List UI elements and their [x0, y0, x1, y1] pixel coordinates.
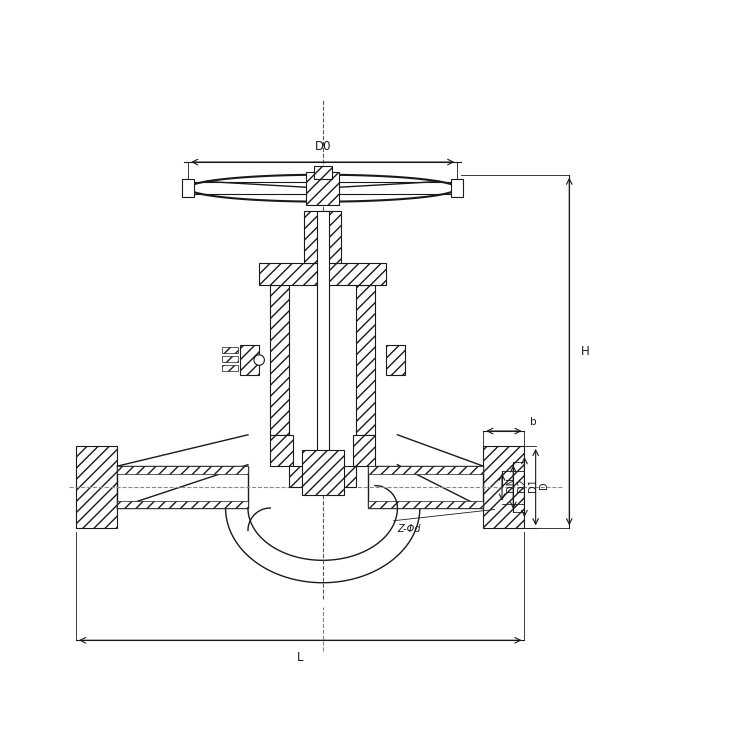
Bar [302, 450, 344, 494]
Text: D: D [539, 481, 550, 489]
Bar [76, 446, 117, 528]
Text: D2: D2 [517, 478, 527, 492]
Bar [117, 466, 248, 474]
Bar [271, 435, 292, 466]
Bar [368, 500, 483, 508]
Bar [304, 211, 341, 263]
Bar [182, 179, 194, 197]
Bar [352, 435, 375, 466]
Text: H: H [580, 345, 590, 358]
Bar [222, 347, 238, 353]
Bar [314, 166, 332, 179]
Bar [316, 211, 328, 472]
Circle shape [254, 355, 265, 365]
Bar [289, 466, 356, 487]
Text: L: L [297, 652, 304, 664]
Bar [452, 179, 464, 197]
Bar [368, 466, 483, 508]
Text: DN: DN [506, 477, 516, 492]
Bar [117, 466, 248, 508]
Bar [260, 263, 386, 285]
Text: Z-Φd: Z-Φd [398, 524, 421, 535]
Bar [386, 345, 405, 375]
Text: b: b [530, 417, 537, 428]
Bar [241, 345, 260, 375]
Bar [117, 500, 248, 508]
Bar [356, 285, 375, 435]
Text: D1: D1 [528, 478, 538, 492]
Bar [483, 446, 524, 528]
Bar [222, 365, 238, 371]
Bar [306, 172, 339, 205]
Bar [271, 285, 289, 435]
Bar [187, 182, 459, 194]
Bar [222, 356, 238, 362]
Text: D0: D0 [314, 140, 331, 153]
Bar [368, 466, 483, 474]
